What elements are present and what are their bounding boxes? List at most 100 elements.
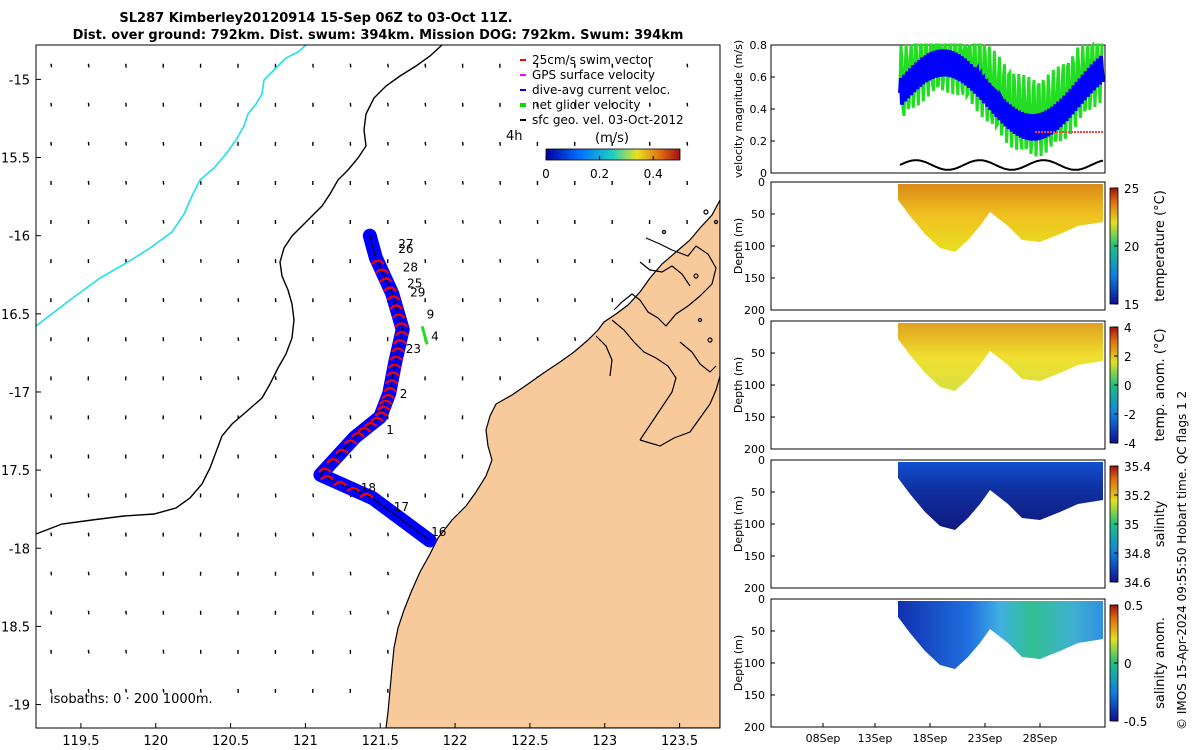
swim-vector (394, 322, 409, 328)
depth-tick: 200 (744, 443, 765, 456)
depth-tick: 100 (744, 657, 765, 670)
depth-tick: 0 (758, 454, 765, 467)
colorbar-tick: 0.4 (644, 167, 663, 181)
depth-tick: 200 (744, 304, 765, 317)
velocity-series (898, 41, 1105, 171)
day-label: 23 (406, 342, 421, 356)
current-vector (162, 688, 165, 693)
depth-tick: 50 (751, 347, 765, 360)
swim-vector (346, 486, 360, 493)
map-x-tick: 120.5 (212, 734, 249, 749)
swim-vector (391, 347, 405, 353)
swim-vector (357, 427, 372, 433)
current-vector (125, 180, 128, 185)
depth-tick: 150 (744, 550, 765, 563)
swim-vector (320, 475, 334, 481)
swim-vector (359, 492, 374, 499)
colorbar-label: temp. anom. (°C) (1153, 328, 1168, 441)
time-tick: 28Sep (1023, 732, 1058, 745)
current-vector (349, 63, 352, 68)
swim-vector (389, 355, 403, 361)
depth-ylabel: Depth (m) (732, 635, 745, 691)
depth-tick: 150 (744, 689, 765, 702)
isobath-1000m (36, 45, 307, 327)
swim-vector (363, 422, 378, 428)
velocity-y-tick: 0.4 (750, 103, 768, 116)
current-vector (162, 219, 165, 224)
depth-ylabel: Depth (m) (732, 496, 745, 552)
colorbar-label: salinity anom. (1153, 617, 1168, 709)
depth-panel: 0 50 100 150 200 Depth (m) 25 20 15 temperature (… (732, 176, 1168, 317)
swim-vector (370, 259, 385, 265)
depth-section-fill (898, 462, 1103, 530)
day-label: 17 (394, 500, 409, 514)
legend-label: sfc geo. vel. 03-Oct-2012 (532, 113, 684, 127)
depth-section-fill (898, 323, 1103, 391)
depth-tick: 0 (758, 315, 765, 328)
swim-vector (379, 399, 393, 406)
colorbar-tick: 0.5 (1124, 599, 1143, 613)
day-label: 25 (407, 276, 422, 290)
time-tick: 13Sep (858, 732, 893, 745)
swim-vector (383, 286, 397, 292)
colorbar-tick: 35.4 (1124, 460, 1151, 474)
current-vector (50, 571, 53, 576)
current-vector (387, 63, 389, 68)
map-x-axis: 119.5 120 120.5 121 121.5 122 122.5 123 123.5 (62, 723, 698, 749)
time-tick: 08Sep (806, 732, 841, 745)
time-axis: 08Sep 13Sep 18Sep 23Sep 28Sep (806, 723, 1058, 745)
day-label: 29 (410, 286, 425, 300)
map-x-tick: 123 (592, 734, 617, 749)
time-tick: 18Sep (913, 732, 948, 745)
depth-ylabel: Depth (m) (732, 357, 745, 413)
colorbar-tick: 0.2 (590, 167, 609, 181)
current-velocity-series (898, 49, 1105, 141)
current-vector (312, 454, 315, 459)
map-y-axis: -15 15.5 -16 16.5 -17 17.5 -18 18.5 -19 (1, 73, 41, 714)
glider-track (313, 228, 437, 548)
swim-vector (384, 379, 399, 385)
map-x-tick: 120 (143, 734, 168, 749)
depth-tick: 100 (744, 379, 765, 392)
current-vector (199, 298, 202, 302)
day-label: 4 (431, 329, 439, 343)
current-vector (461, 180, 464, 185)
colorbar-tick: 0 (1124, 379, 1132, 393)
depth-tick: 50 (751, 208, 765, 221)
colorbar-title: (m/s) (595, 131, 629, 146)
legend-label: dive-avg current veloc. (532, 83, 670, 97)
swim-vector (387, 363, 402, 369)
map-title: SL287 Kimberley20120914 15-Sep 06Z to 03… (119, 11, 512, 26)
swim-vector (317, 467, 332, 473)
current-vector (87, 102, 90, 107)
depth-ylabel: Depth (m) (732, 218, 745, 274)
colorbar-tick: 25 (1124, 182, 1139, 196)
map-y-tick: -18 (9, 542, 30, 557)
colorbar-tick: 2 (1124, 350, 1132, 364)
depth-tick: 200 (744, 582, 765, 595)
swim-vector (389, 304, 403, 310)
swim-vector (370, 416, 384, 423)
velocity-ylabel: velocity magnitude (m/s) (732, 40, 745, 178)
current-vector (125, 688, 128, 693)
current-vector (387, 610, 389, 615)
depth-section-fill (898, 601, 1103, 669)
current-vector (387, 571, 389, 576)
current-vector (237, 376, 240, 381)
current-vector (424, 180, 427, 185)
map-x-tick: 122.5 (511, 734, 548, 749)
swim-vector (394, 330, 409, 337)
colorbar-tick: 4 (1124, 321, 1132, 335)
footer-credit: © IMOS 15-Apr-2024 09:55:50 Hobart time.… (1175, 391, 1189, 730)
day-label: 16 (431, 525, 446, 539)
swim-vector (386, 295, 401, 301)
depth-tick: 100 (744, 240, 765, 253)
swim-vector (376, 405, 391, 411)
swim-vector (391, 313, 406, 319)
legend-label: 25cm/s swim vector (532, 53, 653, 67)
day-label: 28 (403, 261, 418, 275)
current-vector (686, 102, 689, 107)
swim-vector (351, 432, 365, 438)
